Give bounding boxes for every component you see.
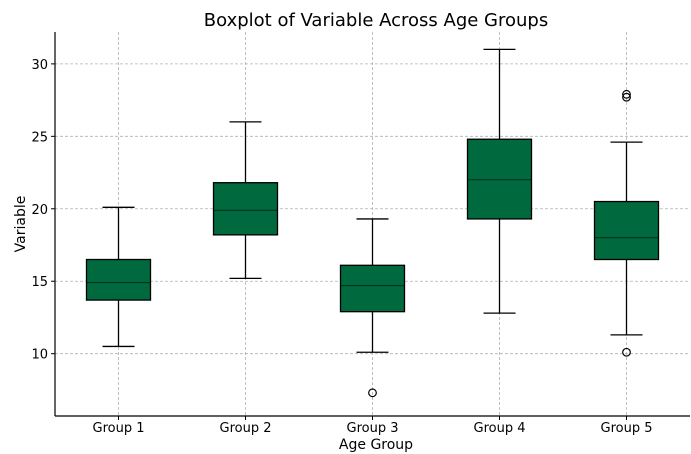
box-group-4 xyxy=(466,48,533,314)
iqr-box xyxy=(212,182,279,236)
x-tick-label: Group 5 xyxy=(601,421,653,436)
x-tick-label: Group 2 xyxy=(220,421,272,436)
box-layer xyxy=(85,48,660,398)
x-tick-label: Group 1 xyxy=(93,421,145,436)
outlier-point xyxy=(622,89,631,99)
box-group-3 xyxy=(339,218,406,398)
y-tick-label: 20 xyxy=(31,203,48,218)
iqr-box xyxy=(85,258,152,301)
axis-layer: 10 15 20 25 30 Group 1 Group 2 Group 3 Group 4 Gr… xyxy=(31,32,690,436)
outlier-point xyxy=(622,347,631,357)
outlier-point xyxy=(622,92,631,102)
iqr-box xyxy=(593,200,660,261)
box-group-1 xyxy=(85,206,152,348)
y-axis-label: Variable xyxy=(13,196,29,253)
outlier-point xyxy=(368,388,377,398)
box-group-2 xyxy=(212,121,279,279)
chart-title: Boxplot of Variable Across Age Groups xyxy=(204,10,548,31)
x-tick-label: Group 4 xyxy=(474,421,526,436)
y-tick-label: 30 xyxy=(31,58,48,73)
box-group-5 xyxy=(593,89,660,357)
x-axis-label: Age Group xyxy=(339,437,413,453)
y-tick-label: 10 xyxy=(31,348,48,363)
x-tick-label: Group 3 xyxy=(347,421,399,436)
iqr-box xyxy=(339,264,406,313)
y-tick-label: 15 xyxy=(31,275,48,290)
y-tick-label: 25 xyxy=(31,130,48,145)
iqr-box xyxy=(466,138,533,220)
